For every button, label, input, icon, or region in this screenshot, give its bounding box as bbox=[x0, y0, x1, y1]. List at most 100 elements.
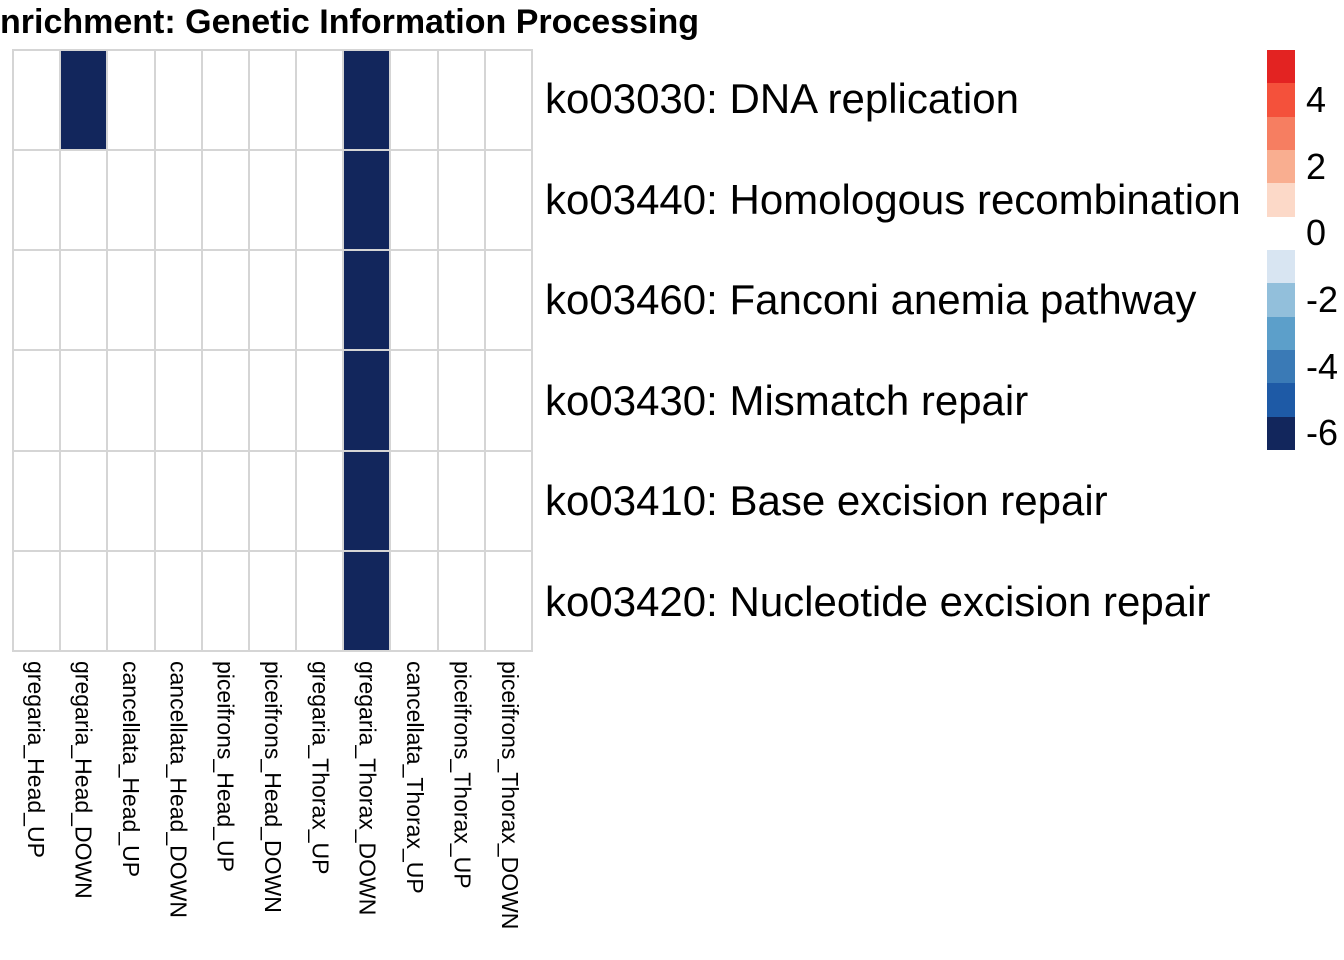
legend-band bbox=[1267, 116, 1295, 150]
legend-band bbox=[1267, 83, 1295, 117]
legend-band bbox=[1267, 216, 1295, 250]
heatmap-cell bbox=[14, 251, 60, 350]
heatmap-cell bbox=[485, 351, 531, 450]
heatmap-cell bbox=[438, 551, 484, 650]
heatmap-cell bbox=[344, 451, 390, 550]
legend-band bbox=[1267, 149, 1295, 184]
heatmap-cell bbox=[391, 451, 437, 550]
heatmap-cell bbox=[249, 451, 296, 550]
legend-band bbox=[1267, 416, 1295, 450]
heatmap-cell bbox=[438, 251, 484, 350]
legend-tick-label: -6 bbox=[1306, 412, 1339, 454]
legend-colorbar bbox=[1267, 50, 1295, 450]
heatmap-cell bbox=[344, 351, 390, 450]
heatmap-cell bbox=[485, 51, 531, 150]
legend-band bbox=[1267, 349, 1295, 384]
legend-tick-label: 2 bbox=[1306, 145, 1327, 187]
heatmap-cell bbox=[297, 551, 343, 650]
y-axis-label: ko03460: Fanconi anemia pathway bbox=[545, 276, 1197, 324]
heatmap-cell bbox=[297, 251, 343, 350]
heatmap-cell bbox=[155, 151, 201, 250]
heatmap-cell bbox=[391, 551, 437, 650]
x-axis-label: piceifrons_Thorax_DOWN bbox=[496, 661, 523, 930]
x-axis-label: piceifrons_Thorax_UP bbox=[449, 661, 476, 889]
heatmap-cell bbox=[485, 551, 531, 650]
heatmap-cell bbox=[297, 151, 343, 250]
heatmap-cell bbox=[202, 451, 248, 550]
legend-band bbox=[1267, 249, 1295, 284]
heatmap-cell bbox=[344, 551, 390, 650]
heatmap-cell bbox=[61, 551, 107, 650]
heatmap-cell bbox=[155, 551, 201, 650]
legend-band bbox=[1267, 383, 1295, 417]
legend-tick-label: 4 bbox=[1306, 79, 1327, 120]
heatmap-cell bbox=[61, 151, 107, 250]
legend-band bbox=[1267, 183, 1295, 217]
x-axis-label: piceifrons_Head_UP bbox=[212, 661, 239, 872]
heatmap-cell bbox=[297, 451, 343, 550]
heatmap-cell bbox=[344, 251, 390, 350]
heatmap-cell bbox=[108, 51, 154, 150]
heatmap-cell bbox=[249, 351, 296, 450]
heatmap-cell bbox=[14, 51, 60, 150]
heatmap-cell bbox=[61, 251, 107, 350]
heatmap-cell bbox=[108, 551, 154, 650]
heatmap-cell bbox=[485, 451, 531, 550]
heatmap-cell bbox=[202, 51, 248, 150]
heatmap-cell bbox=[438, 451, 484, 550]
heatmap-cell bbox=[297, 351, 343, 450]
heatmap-cell bbox=[155, 451, 201, 550]
heatmap-cell bbox=[249, 151, 296, 250]
heatmap-cell bbox=[108, 451, 154, 550]
heatmap-cell bbox=[297, 51, 343, 150]
legend-band bbox=[1267, 283, 1295, 317]
heatmap-cell bbox=[155, 51, 201, 150]
heatmap-cell bbox=[61, 351, 107, 450]
heatmap-cell bbox=[344, 51, 390, 150]
x-axis-label: gregaria_Head_UP bbox=[23, 661, 50, 858]
y-axis-label: ko03410: Base excision repair bbox=[545, 477, 1108, 525]
heatmap-cell bbox=[108, 351, 154, 450]
heatmap-cell bbox=[155, 251, 201, 350]
heatmap-cell bbox=[61, 451, 107, 550]
chart-title: nrichment: Genetic Information Processin… bbox=[0, 3, 700, 41]
heatmap-cell bbox=[155, 351, 201, 450]
heatmap-cell bbox=[344, 151, 390, 250]
heatmap-cell bbox=[391, 251, 437, 350]
heatmap-cell bbox=[438, 51, 484, 150]
heatmap-cell bbox=[391, 151, 437, 250]
heatmap-cell bbox=[249, 551, 296, 650]
x-axis-label: cancellata_Thorax_UP bbox=[402, 661, 429, 894]
x-axis-label: cancellata_Head_DOWN bbox=[165, 661, 192, 918]
heatmap-cell bbox=[391, 51, 437, 150]
legend-band bbox=[1267, 50, 1295, 84]
heatmap-cell bbox=[14, 351, 60, 450]
x-axis-label: piceifrons_Head_DOWN bbox=[260, 661, 286, 913]
heatmap-cell bbox=[108, 151, 154, 250]
legend-tick-label: -2 bbox=[1306, 279, 1339, 320]
heatmap-cell bbox=[202, 351, 248, 450]
heatmap-cell bbox=[14, 151, 60, 250]
heatmap-grid bbox=[12, 49, 533, 652]
legend-tick-label: -4 bbox=[1306, 345, 1339, 387]
heatmap-cell bbox=[249, 51, 296, 150]
y-axis-label: ko03030: DNA replication bbox=[545, 75, 1019, 123]
heatmap-cell bbox=[485, 251, 531, 350]
legend-tick-label: 0 bbox=[1306, 212, 1327, 254]
y-axis-label: ko03430: Mismatch repair bbox=[545, 376, 1029, 424]
x-axis-label: gregaria_Thorax_UP bbox=[307, 661, 334, 875]
y-axis-label: ko03420: Nucleotide excision repair bbox=[545, 577, 1211, 625]
heatmap-cell bbox=[391, 351, 437, 450]
x-axis-label: gregaria_Thorax_DOWN bbox=[354, 661, 381, 916]
heatmap-cell bbox=[108, 251, 154, 350]
x-axis-label: cancellata_Head_UP bbox=[117, 661, 144, 878]
heatmap-cell bbox=[14, 451, 60, 550]
heatmap-cell bbox=[202, 151, 248, 250]
heatmap-cell bbox=[14, 551, 60, 650]
heatmap-cell bbox=[61, 51, 107, 150]
heatmap-cell bbox=[485, 151, 531, 250]
heatmap-cell bbox=[202, 251, 248, 350]
heatmap-cell bbox=[249, 251, 296, 350]
legend-band bbox=[1267, 316, 1295, 350]
